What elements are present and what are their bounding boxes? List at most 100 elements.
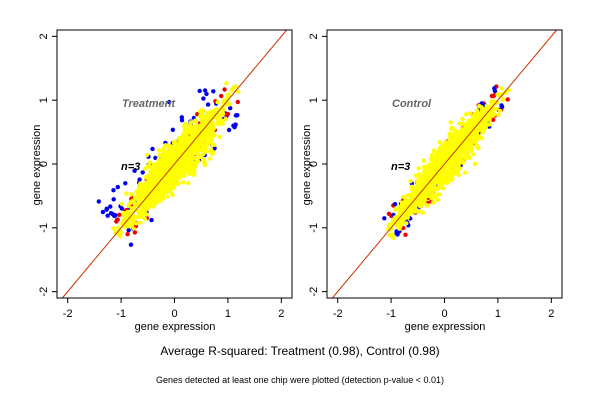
control-bulk-point: [472, 161, 478, 166]
control-bulk-point: [478, 113, 483, 119]
treatment-y-tick-label: -1: [38, 223, 50, 233]
control-bulk-point: [483, 123, 488, 128]
control-bulk-point: [468, 111, 473, 116]
treatment-bulk-point: [141, 185, 146, 190]
treatment-bulk-point: [174, 160, 179, 166]
treatment-bulk-point: [202, 115, 207, 120]
treatment-bulk-point: [185, 130, 190, 135]
control-bulk-point: [420, 210, 425, 215]
control-bulk-point: [467, 155, 472, 160]
treatment-bulk-point: [122, 224, 128, 230]
control-bulk-point: [471, 152, 476, 157]
treatment-bulk-point: [231, 85, 236, 90]
treatment-bulk-point: [159, 153, 164, 158]
treatment-outlier-point: [104, 207, 109, 212]
treatment-outlier-point: [219, 93, 224, 99]
treatment-bulk-point: [171, 153, 176, 158]
control-bulk-point: [448, 178, 454, 183]
treatment-bulk-point: [224, 81, 229, 86]
treatment-bulk-point: [191, 150, 196, 155]
control-bulk-point: [400, 201, 405, 206]
control-x-tick-label: 1: [495, 308, 501, 320]
control-bulk-point: [409, 192, 414, 198]
treatment-bulk-point: [152, 169, 158, 174]
treatment-bulk-point: [116, 232, 121, 237]
treatment-x-tick-label: -2: [63, 308, 73, 320]
treatment-bulk-point: [198, 138, 203, 144]
control-y-axis-label: gene expression: [301, 125, 313, 206]
treatment-bulk-point: [188, 154, 193, 159]
treatment-outlier-point: [149, 217, 154, 223]
control-outlier-point: [395, 232, 400, 237]
treatment-outlier-point: [197, 88, 202, 94]
control-bulk-point: [429, 179, 434, 184]
control-bulk-point: [469, 137, 474, 142]
treatment-outlier-point: [211, 89, 216, 94]
treatment-bulk-point: [208, 120, 213, 125]
treatment-bulk-point: [218, 107, 224, 112]
control-bulk-point: [425, 193, 431, 199]
treatment-bulk-point: [133, 201, 139, 207]
treatment-bulk-point: [188, 120, 194, 125]
treatment-bulk-point: [175, 150, 180, 155]
treatment-bulk-point: [202, 128, 208, 134]
treatment-bulk-point: [178, 135, 184, 140]
control-bulk-point: [404, 201, 409, 206]
control-bulk-point: [398, 213, 403, 218]
treatment-bulk-point: [131, 226, 136, 231]
control-bulk-point: [426, 173, 431, 178]
control-bulk-point: [463, 137, 468, 143]
control-bulk-point: [401, 194, 406, 200]
treatment-bulk-point: [161, 178, 166, 183]
control-bulk-point: [499, 86, 504, 91]
treatment-bulk-point: [207, 123, 213, 128]
control-bulk-point: [432, 194, 437, 200]
treatment-bulk-point: [121, 211, 127, 216]
control-outlier-point: [382, 216, 387, 221]
treatment-bulk-point: [136, 184, 142, 190]
treatment-outlier-point: [114, 219, 119, 224]
control-bulk-point: [498, 108, 503, 114]
control-bulk-point: [436, 159, 441, 164]
treatment-bulk-point: [131, 206, 136, 211]
control-bulk-point: [444, 154, 449, 159]
control-bulk-point: [449, 126, 454, 131]
treatment-bulk-point: [172, 140, 177, 145]
control-bulk-point: [408, 179, 413, 184]
treatment-bulk-point: [197, 113, 203, 119]
control-bulk-point: [477, 103, 482, 109]
treatment-bulk-point: [152, 163, 157, 168]
treatment-outlier-point: [125, 232, 130, 237]
treatment-bulk-point: [180, 180, 186, 185]
control-bulk-point: [391, 235, 396, 240]
treatment-outlier-point: [226, 127, 232, 133]
treatment-plot-box: [56, 29, 293, 299]
treatment-bulk-point: [201, 152, 206, 157]
control-y-tick-label: -1: [308, 223, 320, 233]
control-bulk-point: [456, 162, 462, 167]
treatment-panel: -2 -1 0 1 2 -2 -1 0 1 2 gene expression gene expr…: [31, 29, 293, 333]
control-bulk-point: [483, 115, 488, 121]
treatment-bulk-point: [170, 192, 175, 198]
treatment-outlier-point: [140, 170, 145, 175]
control-bulk-point: [432, 184, 437, 189]
treatment-outlier-point: [132, 168, 137, 173]
treatment-bulk-point: [189, 131, 195, 136]
treatment-bulk-point: [142, 190, 147, 195]
control-bulk-point: [503, 90, 508, 95]
treatment-x-axis-label: gene expression: [135, 321, 216, 333]
treatment-outlier-point: [225, 111, 231, 117]
control-x-tick-label: -2: [333, 308, 343, 320]
treatment-bulk-point: [165, 151, 170, 156]
control-outlier-point: [499, 104, 505, 110]
control-bulk-point: [413, 173, 419, 178]
figure-caption: Average R-squared: Treatment (0.98), Con…: [160, 344, 439, 358]
treatment-outlier-point: [137, 177, 142, 182]
control-ticks: -2 -1 0 1 2 -2 -1 0 1 2: [308, 33, 554, 320]
treatment-bulk-point: [152, 173, 157, 178]
control-bulk-point: [484, 103, 489, 109]
control-bulk-point: [416, 166, 421, 171]
control-bulk-point: [463, 142, 468, 147]
treatment-bulk-point: [181, 146, 186, 152]
control-bulk-point: [487, 113, 492, 119]
